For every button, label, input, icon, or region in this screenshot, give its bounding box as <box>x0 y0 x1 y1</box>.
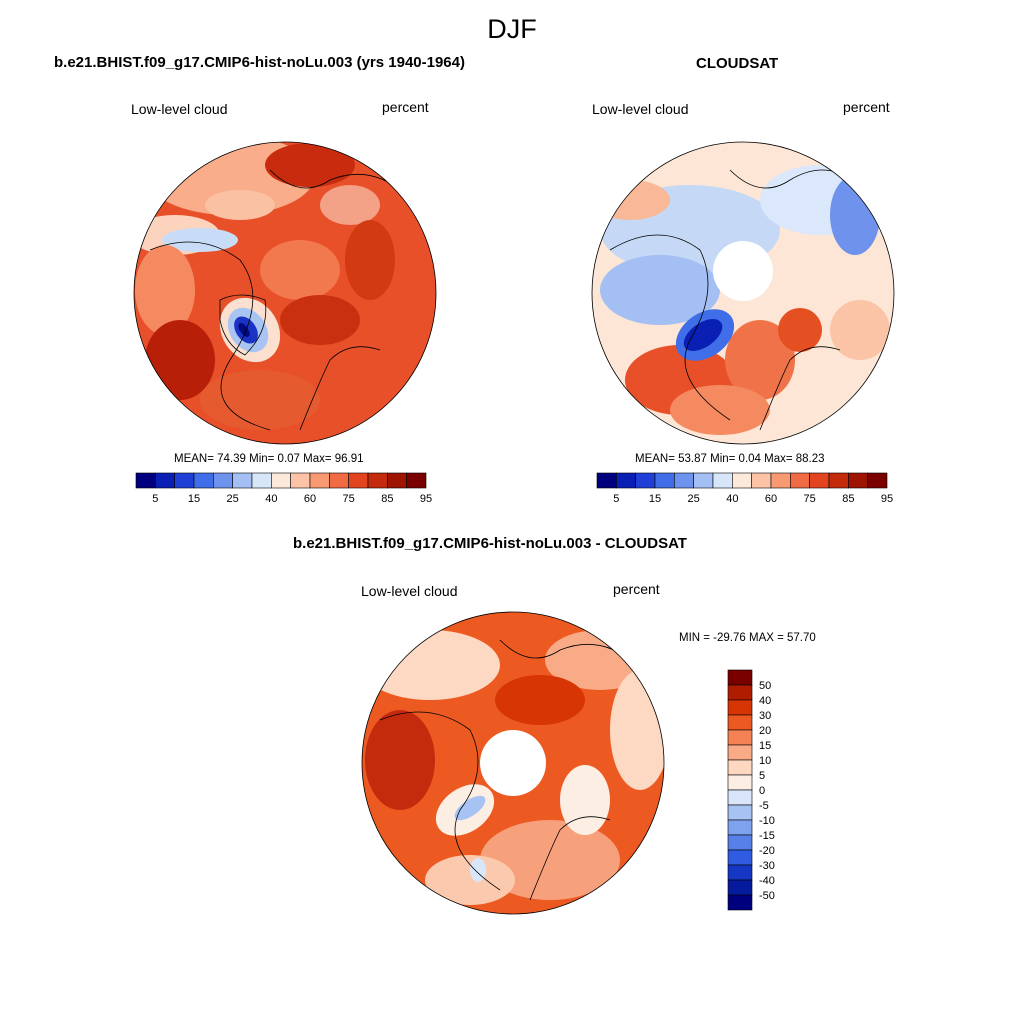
colorbar-swatch <box>828 472 849 489</box>
obs-missing-data-hole <box>713 241 773 301</box>
colorbar-swatch <box>674 472 694 489</box>
colorbar-swatch <box>809 472 830 489</box>
colorbar-swatch <box>290 472 311 489</box>
colorbar-swatch <box>712 472 733 489</box>
colorbar-swatch <box>848 472 868 489</box>
colorbar-tick-label: 15 <box>759 740 771 752</box>
colorbar-tick-label: 60 <box>304 493 316 505</box>
colorbar-tick-label: 30 <box>759 710 771 722</box>
colorbar-swatch <box>727 759 753 776</box>
colorbar-swatch <box>727 849 753 866</box>
colorbar-swatch <box>727 744 753 761</box>
diff-polar-map <box>361 611 665 915</box>
colorbar-swatch <box>309 472 330 489</box>
obs-units-label: percent <box>843 99 890 115</box>
colorbar-tick-label: 25 <box>688 493 700 505</box>
colorbar-swatch <box>770 472 791 489</box>
obs-polar-map <box>591 141 895 445</box>
model-colorbar: 5 15 25 40 60 75 85 95 <box>135 472 432 505</box>
colorbar-swatch <box>387 472 407 489</box>
obs-stats: MEAN= 53.87 Min= 0.04 Max= 88.23 <box>635 453 825 465</box>
diff-units-label: percent <box>613 581 660 597</box>
colorbar-swatch <box>727 834 753 851</box>
colorbar-tick-label: 0 <box>759 785 765 797</box>
colorbar-swatch <box>174 472 195 489</box>
colorbar-swatch <box>790 472 810 489</box>
colorbar-swatch <box>727 714 753 731</box>
colorbar-swatch <box>406 472 427 489</box>
colorbar-tick-label: 60 <box>765 493 777 505</box>
model-panel-title: b.e21.BHIST.f09_g17.CMIP6-hist-noLu.003 … <box>54 54 465 71</box>
colorbar-swatch <box>193 472 214 489</box>
colorbar-swatch <box>635 472 656 489</box>
colorbar-swatch <box>213 472 233 489</box>
colorbar-swatch <box>732 472 752 489</box>
colorbar-tick-label: 25 <box>227 493 239 505</box>
colorbar-tick-label: 40 <box>759 695 771 707</box>
colorbar-tick-label: 85 <box>842 493 854 505</box>
colorbar-tick-label: 5 <box>759 770 765 782</box>
colorbar-tick-label: 5 <box>152 493 158 505</box>
colorbar-tick-label: 20 <box>759 725 771 737</box>
colorbar-swatch <box>155 472 175 489</box>
colorbar-swatch <box>251 472 272 489</box>
colorbar-swatch <box>271 472 291 489</box>
colorbar-swatch <box>654 472 675 489</box>
colorbar-tick-label: 75 <box>343 493 355 505</box>
model-variable-label: Low-level cloud <box>131 101 228 117</box>
colorbar-tick-label: -50 <box>759 890 775 902</box>
colorbar-swatch <box>727 804 753 821</box>
obs-panel-title: CLOUDSAT <box>696 55 779 72</box>
colorbar-tick-label: 15 <box>649 493 661 505</box>
colorbar-tick-label: 40 <box>726 493 738 505</box>
colorbar-tick-label: -30 <box>759 860 775 872</box>
diff-variable-label: Low-level cloud <box>361 583 458 599</box>
diff-stats: MIN = -29.76 MAX = 57.70 <box>679 632 816 644</box>
colorbar-swatch <box>727 669 753 686</box>
colorbar-swatch <box>727 894 753 911</box>
colorbar-swatch <box>727 789 753 806</box>
colorbar-swatch <box>232 472 253 489</box>
colorbar-swatch <box>329 472 349 489</box>
colorbar-swatch <box>727 729 753 746</box>
colorbar-tick-label: 50 <box>759 680 771 692</box>
colorbar-tick-label: -10 <box>759 815 775 827</box>
colorbar-tick-label: -5 <box>759 800 769 812</box>
diff-panel-title: b.e21.BHIST.f09_g17.CMIP6-hist-noLu.003 … <box>293 535 687 552</box>
model-units-label: percent <box>382 99 429 115</box>
colorbar-swatch <box>693 472 714 489</box>
colorbar-swatch <box>727 879 753 896</box>
colorbar-swatch <box>867 472 888 489</box>
colorbar-swatch <box>135 472 156 489</box>
model-stats: MEAN= 74.39 Min= 0.07 Max= 96.91 <box>174 453 364 465</box>
colorbar-tick-label: 10 <box>759 755 771 767</box>
colorbar-tick-label: 15 <box>188 493 200 505</box>
colorbar-swatch <box>727 774 753 791</box>
colorbar-tick-label: 95 <box>420 493 432 505</box>
diff-missing-data-hole <box>480 730 546 796</box>
colorbar-tick-label: -40 <box>759 875 775 887</box>
colorbar-tick-label: 85 <box>381 493 393 505</box>
model-polar-map <box>133 141 437 445</box>
obs-colorbar: 5 15 25 40 60 75 85 95 <box>596 472 893 505</box>
colorbar-swatch <box>727 699 753 716</box>
colorbar-swatch <box>596 472 617 489</box>
colorbar-tick-label: 75 <box>804 493 816 505</box>
colorbar-tick-label: -20 <box>759 845 775 857</box>
colorbar-tick-label: 5 <box>613 493 619 505</box>
colorbar-swatch <box>727 684 753 701</box>
colorbar-swatch <box>348 472 369 489</box>
colorbar-swatch <box>616 472 636 489</box>
colorbar-swatch <box>367 472 388 489</box>
colorbar-tick-label: 95 <box>881 493 893 505</box>
obs-variable-label: Low-level cloud <box>592 101 689 117</box>
colorbar-swatch <box>727 864 753 881</box>
colorbar-tick-label: 40 <box>265 493 277 505</box>
colorbar-tick-label: -15 <box>759 830 775 842</box>
colorbar-swatch <box>727 819 753 836</box>
colorbar-swatch <box>751 472 772 489</box>
season-title: DJF <box>487 14 537 44</box>
